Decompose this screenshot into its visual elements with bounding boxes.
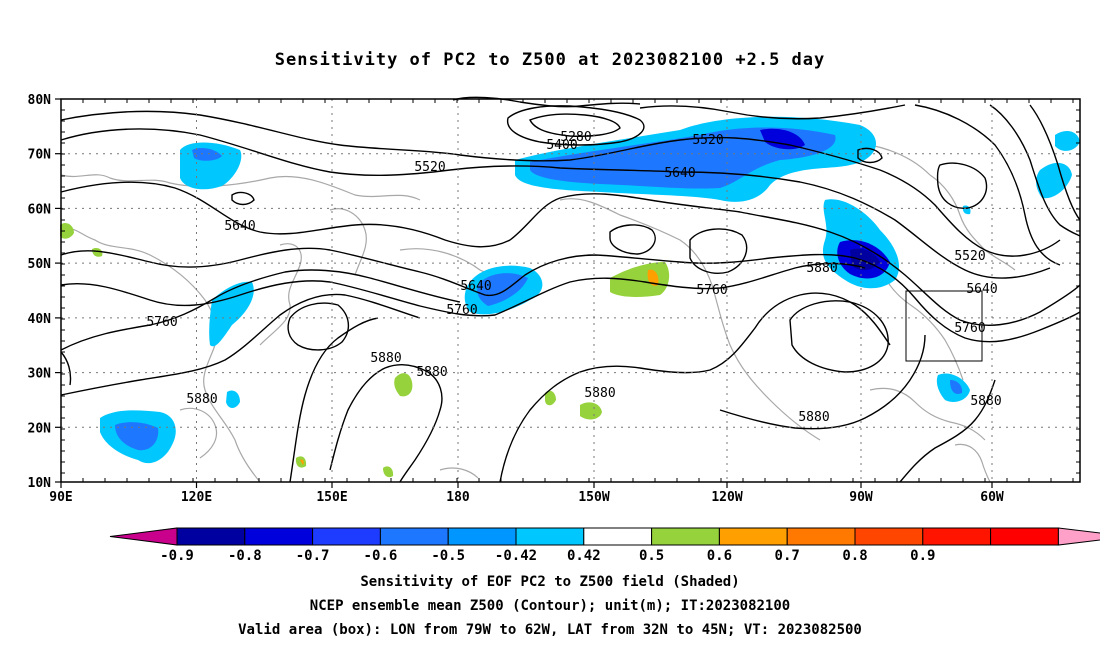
lon-label: 150W [578,490,609,505]
z500-contours [60,96,1081,483]
lat-label: 60N [28,202,52,217]
contour-label: 5880 [584,386,615,401]
lat-label: 50N [28,257,52,272]
contour-label: 5760 [954,321,985,336]
valid-area-box [905,290,983,362]
lon-label: 120E [181,490,212,505]
colorbar-swatch [854,527,924,546]
lon-label: 180 [446,490,470,505]
colorbar-label: 0.5 [639,548,664,564]
contour-label: 5880 [970,394,1001,409]
lat-label: 80N [28,93,52,108]
colorbar-label: -0.5 [431,548,465,564]
colorbar-swatch [176,527,246,546]
lon-label: 120W [711,490,742,505]
colorbar-swatch [922,527,992,546]
lat-label: 30N [28,367,52,382]
colorbar-label: -0.42 [495,548,537,564]
colorbar-label: 0.7 [775,548,800,564]
contour-label: 5520 [692,133,723,148]
caption-contour: NCEP ensemble mean Z500 (Contour); unit(… [309,598,791,614]
colorbar-right-arrow [1057,527,1100,546]
colorbar-swatch [786,527,856,546]
colorbar-left-arrow [109,527,178,546]
contour-label: 5640 [966,282,997,297]
caption-valid-area: Valid area (box): LON from 79W to 62W, L… [238,622,862,638]
colorbar-label: -0.7 [296,548,330,564]
contour-label: 5760 [696,283,727,298]
contour-label: 5880 [186,392,217,407]
contour-label: 5520 [414,160,445,175]
lat-label: 20N [28,421,52,436]
contour-label: 5760 [146,315,177,330]
colorbar-swatch [990,527,1059,546]
contour-label: 5520 [954,249,985,264]
lon-label: 150E [316,490,347,505]
sensitivity-shading [60,116,1080,478]
lon-label: 60W [980,490,1004,505]
contour-label: 5880 [806,261,837,276]
contour-label: 5640 [460,279,491,294]
colorbar-label: 0.8 [842,548,867,564]
colorbar: -0.9 -0.8 -0.7 -0.6 -0.5 -0.42 0.42 0.5 0.6 0.7 0.… [109,527,1100,564]
colorbar-swatch [447,527,517,546]
contour-label: 5880 [370,351,401,366]
contour-label: 5640 [224,219,255,234]
contour-label: 5760 [446,303,477,318]
colorbar-label: 0.9 [910,548,935,564]
colorbar-label: 0.42 [567,548,601,564]
colorbar-swatch [718,527,788,546]
gridlines [61,99,1080,482]
lon-label: 90W [849,490,873,505]
colorbar-swatch [651,527,720,546]
contour-label: 5400 [546,138,577,153]
lat-label: 10N [28,476,52,491]
map-frame [60,98,1081,483]
contour-label: 5880 [798,410,829,425]
colorbar-swatch [244,527,314,546]
contour-label: 5280 [560,130,591,145]
lat-label: 40N [28,312,52,327]
colorbar-label: -0.6 [364,548,398,564]
colorbar-swatch [312,527,381,546]
caption-shading: Sensitivity of EOF PC2 to Z500 field (Sh… [360,574,740,590]
contour-label: 5640 [664,166,695,181]
colorbar-swatch [583,527,653,546]
colorbar-swatch [515,527,585,546]
colorbar-label: 0.6 [707,548,732,564]
colorbar-swatch [379,527,449,546]
page-title: Sensitivity of PC2 to Z500 at 2023082100… [274,50,826,70]
colorbar-label: -0.8 [228,548,262,564]
lon-label: 90E [49,490,72,505]
lat-label: 70N [28,148,52,163]
colorbar-label: -0.9 [160,548,194,564]
